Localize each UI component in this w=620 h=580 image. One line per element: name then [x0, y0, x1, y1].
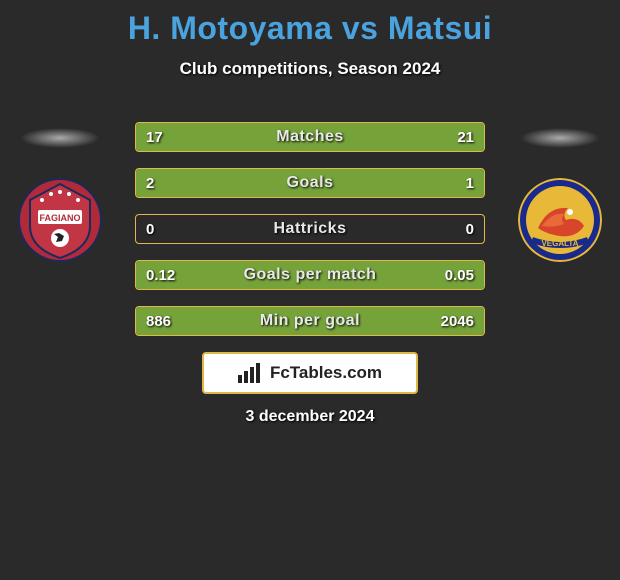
stat-label: Hattricks — [136, 215, 484, 243]
svg-text:VEGALTA: VEGALTA — [541, 239, 578, 248]
stat-label: Goals — [136, 169, 484, 197]
stats-container: 1721Matches 21Goals 00Hattricks 0.120.05Goa… — [135, 122, 485, 352]
stat-label: Goals per match — [136, 261, 484, 289]
team-badge-left: FAGIANO — [18, 178, 102, 262]
fagiano-badge-icon: FAGIANO — [18, 178, 102, 262]
vegalta-badge-icon: VEGALTA — [518, 178, 602, 262]
team-badge-right: VEGALTA — [518, 178, 602, 262]
stat-label: Min per goal — [136, 307, 484, 335]
svg-text:FAGIANO: FAGIANO — [39, 213, 80, 223]
date-label: 3 december 2024 — [0, 408, 620, 426]
player-silhouette-left — [20, 128, 100, 148]
stat-row: 8862046Min per goal — [135, 306, 485, 336]
stat-row: 00Hattricks — [135, 214, 485, 244]
footer-label: FcTables.com — [270, 363, 382, 383]
stat-label: Matches — [136, 123, 484, 151]
stat-row: 0.120.05Goals per match — [135, 260, 485, 290]
fctables-logo-icon — [238, 363, 260, 383]
subtitle: Club competitions, Season 2024 — [0, 59, 620, 79]
stat-row: 1721Matches — [135, 122, 485, 152]
footer-attribution[interactable]: FcTables.com — [202, 352, 418, 394]
page-title: H. Motoyama vs Matsui — [0, 0, 620, 47]
player-silhouette-right — [520, 128, 600, 148]
stat-row: 21Goals — [135, 168, 485, 198]
